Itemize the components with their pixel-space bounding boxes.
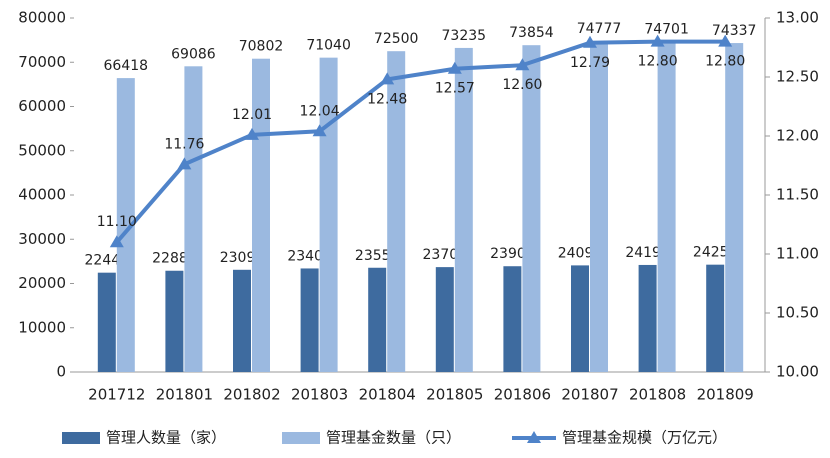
x-tick-label: 201805 xyxy=(426,386,483,404)
y-tick-label: 0 xyxy=(56,363,66,381)
data-label: 74337 xyxy=(712,23,757,39)
x-tick-label: 201808 xyxy=(629,386,686,404)
data-label: 74701 xyxy=(644,21,689,37)
marker xyxy=(447,61,462,74)
x-tick-label: 201806 xyxy=(494,386,551,404)
marker xyxy=(718,34,733,47)
bar xyxy=(706,264,725,372)
bar xyxy=(116,78,135,373)
marker xyxy=(650,34,665,47)
data-label: 12.04 xyxy=(300,103,340,119)
bar xyxy=(233,269,251,372)
y2-tick-label: 10.50 xyxy=(776,304,819,322)
bar xyxy=(725,43,744,372)
legend-marker xyxy=(527,431,541,443)
bar xyxy=(252,58,270,373)
x-tick-label: 201802 xyxy=(223,386,280,404)
legend-label: 管理人数量（家） xyxy=(106,429,226,447)
y2-tick-label: 12.50 xyxy=(776,68,819,86)
data-label: 12.79 xyxy=(570,55,610,71)
y2-tick-label: 12.00 xyxy=(776,127,819,145)
bar xyxy=(503,266,522,372)
bar xyxy=(522,45,541,373)
marker xyxy=(583,35,597,48)
y-tick-label: 30000 xyxy=(18,230,66,248)
x-tick-label: 201809 xyxy=(697,386,754,404)
legend-swatch xyxy=(282,432,320,444)
bar xyxy=(638,264,657,372)
x-tick-label: 201712 xyxy=(88,386,145,404)
y-tick-label: 20000 xyxy=(18,274,66,292)
data-label: 12.48 xyxy=(367,91,407,107)
y-tick-label: 70000 xyxy=(18,53,66,71)
bar xyxy=(454,47,473,373)
x-tick-label: 201807 xyxy=(561,386,618,404)
data-label: 12.60 xyxy=(502,77,542,93)
bar xyxy=(387,51,406,372)
bar xyxy=(590,41,608,372)
bar xyxy=(657,41,676,373)
y-tick-label: 40000 xyxy=(18,186,66,204)
bar xyxy=(571,265,589,372)
bar xyxy=(97,272,116,372)
bar xyxy=(184,66,203,373)
marker xyxy=(245,127,259,140)
data-label: 73854 xyxy=(509,25,554,41)
line xyxy=(115,39,726,244)
y-tick-label: 80000 xyxy=(18,9,66,27)
y2-tick-label: 11.00 xyxy=(776,245,819,263)
bar xyxy=(165,270,184,372)
data-label: 72500 xyxy=(374,31,419,47)
data-label: 71040 xyxy=(306,38,351,54)
y-tick-label: 50000 xyxy=(18,141,66,159)
x-tick-label: 201801 xyxy=(156,386,213,404)
y-tick-label: 60000 xyxy=(18,97,66,115)
marker xyxy=(177,157,192,170)
legend-swatch xyxy=(62,432,100,444)
data-label: 70802 xyxy=(239,39,284,55)
legend-label: 管理基金数量（只） xyxy=(326,429,461,447)
data-label: 73235 xyxy=(442,28,487,44)
data-label: 12.80 xyxy=(638,54,678,70)
bar xyxy=(435,267,454,372)
x-tick-label: 201804 xyxy=(359,386,416,404)
bar xyxy=(368,267,387,372)
marker xyxy=(109,235,124,248)
data-label: 12.80 xyxy=(705,54,745,70)
y2-tick-label: 11.50 xyxy=(776,186,819,204)
data-label: 11.10 xyxy=(97,214,137,230)
marker xyxy=(515,58,530,71)
y2-tick-label: 10.00 xyxy=(776,363,819,381)
y-tick-label: 10000 xyxy=(18,318,66,336)
x-tick-label: 201803 xyxy=(291,386,348,404)
bar xyxy=(300,268,319,372)
data-label: 74777 xyxy=(577,21,622,37)
y2-tick-label: 13.00 xyxy=(776,9,819,27)
marker xyxy=(312,124,327,137)
marker xyxy=(380,72,395,85)
data-label: 12.57 xyxy=(435,81,475,97)
data-label: 66418 xyxy=(104,58,149,74)
legend-label: 管理基金规模（万亿元） xyxy=(562,429,727,447)
data-label: 69086 xyxy=(171,46,216,62)
data-label: 12.01 xyxy=(232,107,272,123)
data-label: 11.76 xyxy=(164,136,204,152)
